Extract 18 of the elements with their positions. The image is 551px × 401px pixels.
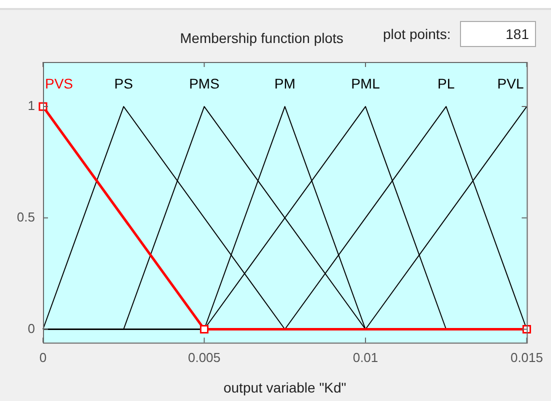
x-axis-title: output variable "Kd" [223,379,346,396]
y-tick-label: 0.5 [16,209,35,224]
x-tick-label: 0.015 [510,350,544,365]
series-label: PVL [497,75,524,92]
series-label: PL [438,75,455,92]
series-label: PM [274,75,296,92]
y-tick-label: 1 [28,98,35,114]
x-tick-label: 0.01 [352,350,378,365]
x-tick-label: 0.005 [188,350,221,365]
y-tick-label: 0 [28,320,35,336]
x-tick-label: 0 [39,350,47,365]
text: plot points: [383,26,451,42]
series-label: PVS [45,75,74,92]
series-label: PMS [189,75,220,92]
text: 181 [460,21,536,47]
series-label: PML [351,75,380,92]
chart-title: Membership function plots [180,30,344,46]
series-label: PS [114,75,133,92]
